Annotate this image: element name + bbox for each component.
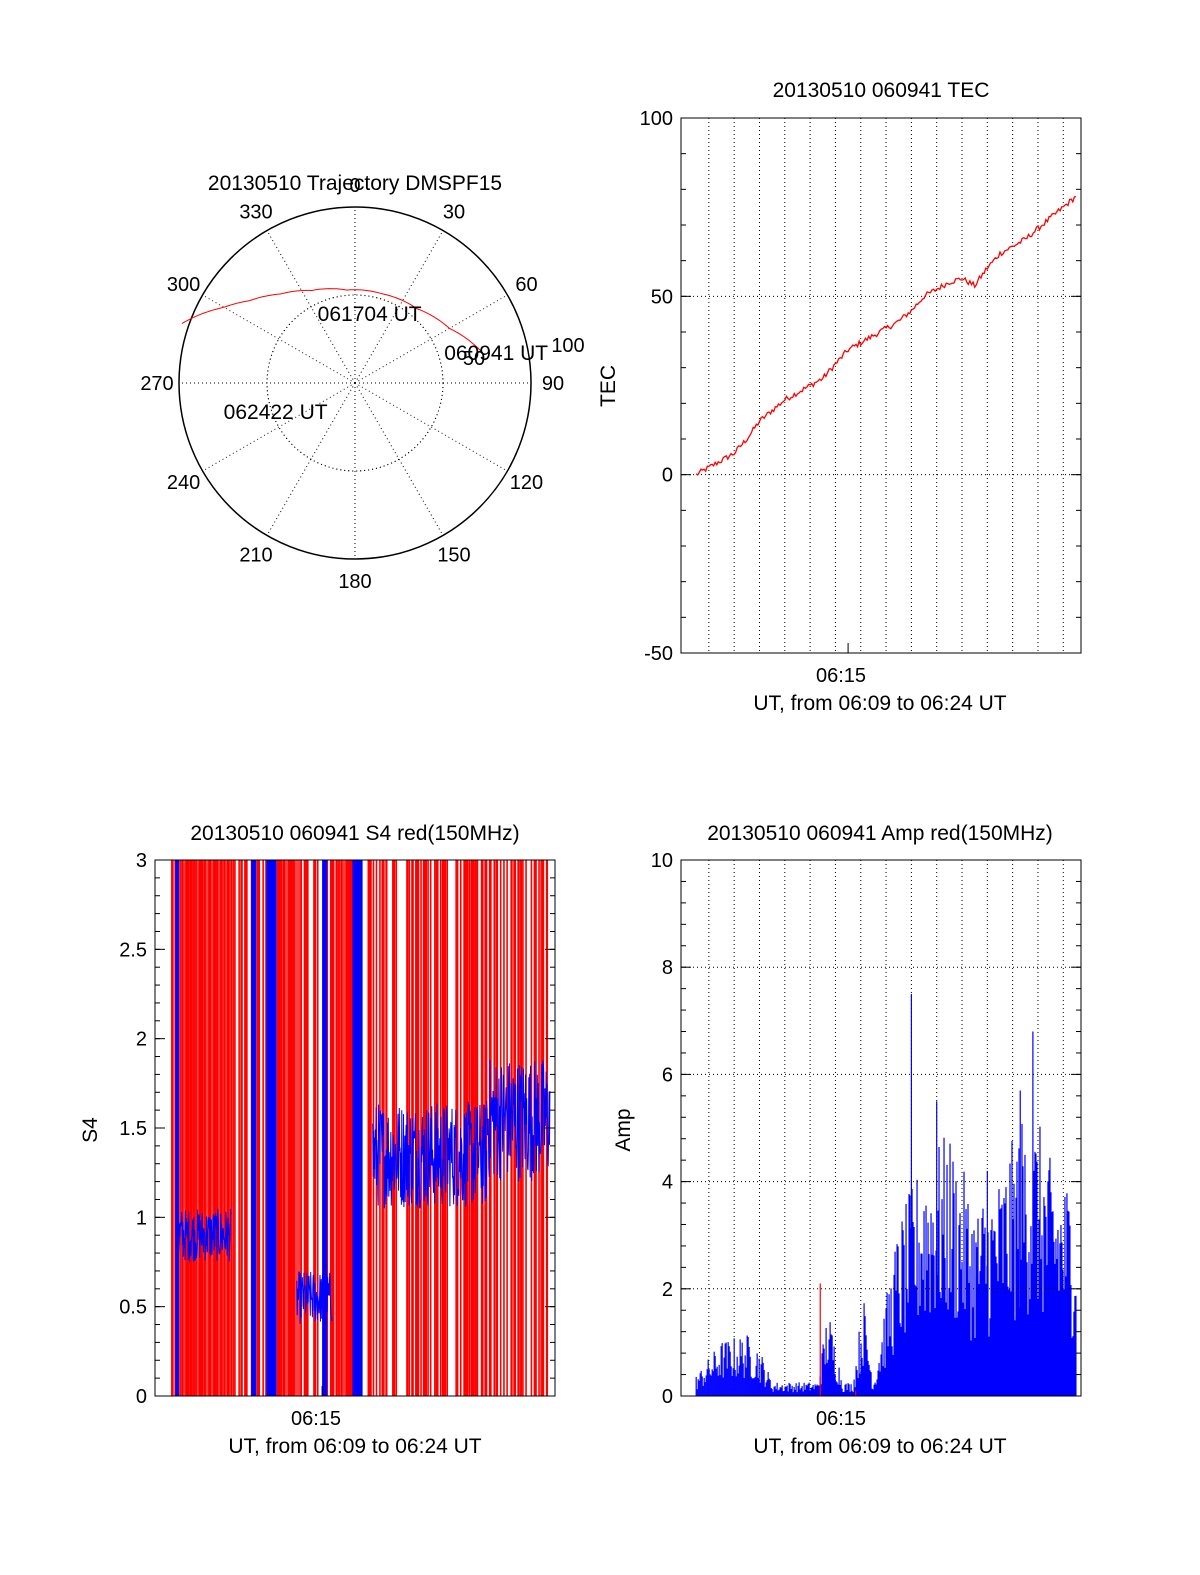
polar-azimuth-label: 60	[515, 274, 537, 296]
tec-x-label: UT, from 06:09 to 06:24 UT	[753, 692, 1006, 715]
amp-ytick-label: 10	[651, 850, 673, 872]
tec-ytick-label: -50	[644, 643, 673, 665]
polar-outer-circle	[178, 206, 532, 560]
polar-annotation: 061704 UT	[318, 303, 422, 326]
s4-bars	[171, 860, 549, 1396]
amp-ytick-label: 4	[662, 1172, 673, 1194]
tec-series-line	[695, 195, 1077, 476]
polar-azimuth-label: 240	[167, 472, 200, 494]
polar-grid	[178, 206, 532, 560]
polar-annotation: 060941 UT	[444, 342, 548, 365]
s4-ytick-label: 0	[136, 1386, 147, 1408]
polar-spoke	[354, 294, 508, 384]
polar-azimuth-labels: 0 30 60 90 120 150 180 210 240 270 300 330	[140, 175, 564, 593]
s4-blue-band	[251, 860, 257, 1396]
polar-spoke	[202, 294, 356, 384]
tec-ytick-label: 100	[640, 108, 673, 130]
polar-ring-label-100: 100	[551, 335, 584, 357]
amp-plot-frame	[680, 859, 1082, 1397]
polar-azimuth-label: 30	[443, 202, 465, 224]
s4-plot-frame	[154, 859, 556, 1397]
s4-ytick-label: 3	[136, 850, 147, 872]
amp-ytick-label: 6	[662, 1064, 673, 1086]
s4-ytick-label: 1	[136, 1207, 147, 1229]
amp-x-tick-label: 06:15	[816, 1408, 866, 1430]
s4-ytick-label: 1.5	[119, 1118, 147, 1140]
polar-azimuth-label: 330	[239, 202, 272, 224]
tec-y-label: TEC	[597, 365, 620, 407]
amp-y-ticks: 0 2 4 6 8 10	[651, 850, 1081, 1408]
polar-spoke	[202, 382, 356, 472]
s4-blue-band	[175, 860, 180, 1396]
amp-panel: 20130510 060941 Amp red(150MHz) 0246810 …	[612, 822, 1082, 1458]
polar-title: 20130510 Trajectory DMSPF15	[208, 172, 502, 195]
s4-blue-series	[177, 1059, 551, 1324]
s4-ytick-label: 0.5	[119, 1297, 147, 1319]
polar-spoke	[266, 382, 356, 536]
amp-ytick-label: 2	[662, 1279, 673, 1301]
s4-ytick-label: 2	[136, 1029, 147, 1051]
s4-red-block	[180, 860, 237, 1396]
s4-panel: 20130510 060941 S4 red(150MHz) 0 0.5 1 1.5 2…	[79, 822, 556, 1458]
polar-spoke	[354, 230, 444, 384]
s4-red-block	[276, 860, 302, 1396]
amp-y-label: Amp	[612, 1108, 635, 1151]
s4-y-label: S4	[79, 1117, 102, 1143]
polar-azimuth-label: 300	[167, 274, 200, 296]
s4-ytick-label: 2.5	[119, 939, 147, 961]
polar-azimuth-label: 210	[239, 544, 272, 566]
polar-spoke	[354, 382, 508, 472]
s4-blue-band	[266, 860, 277, 1396]
tec-plot-frame	[680, 117, 1082, 654]
amp-title: 20130510 060941 Amp red(150MHz)	[707, 822, 1053, 845]
polar-trajectory-line	[181, 288, 482, 352]
polar-azimuth-label: 120	[510, 472, 543, 494]
s4-x-label: UT, from 06:09 to 06:24 UT	[228, 1435, 481, 1458]
s4-red-block	[337, 860, 353, 1396]
tec-title: 20130510 060941 TEC	[773, 79, 990, 102]
polar-trajectory-panel: 20130510 Trajectory DMSPF15 0 30 60 90 120 15…	[140, 172, 584, 593]
polar-annotation: 062422 UT	[224, 401, 328, 424]
tec-x-tick-label: 06:15	[816, 665, 866, 687]
s4-title: 20130510 060941 S4 red(150MHz)	[190, 822, 519, 845]
polar-azimuth-label: 90	[542, 373, 564, 395]
s4-blue-band	[352, 860, 363, 1396]
s4-blue-band	[322, 860, 328, 1396]
amp-x-label: UT, from 06:09 to 06:24 UT	[753, 1435, 1006, 1458]
amp-ytick-label: 0	[662, 1386, 673, 1408]
polar-spoke	[354, 382, 444, 536]
polar-azimuth-label: 150	[437, 544, 470, 566]
polar-time-annotations: 060941 UT 061704 UT 062422 UT	[224, 303, 549, 424]
polar-azimuth-label: 0	[349, 175, 360, 197]
polar-azimuth-label: 270	[140, 373, 173, 395]
tec-ytick-label: 50	[651, 286, 673, 308]
polar-ring-label-50: 50	[463, 348, 485, 370]
tec-grid	[708, 118, 1064, 653]
s4-x-tick-label: 06:15	[291, 1408, 341, 1430]
tec-ytick-label: 0	[662, 465, 673, 487]
polar-spoke	[266, 230, 356, 384]
amp-ytick-label: 8	[662, 957, 673, 979]
polar-azimuth-label: 180	[338, 571, 371, 593]
amp-bars	[695, 994, 1077, 1396]
